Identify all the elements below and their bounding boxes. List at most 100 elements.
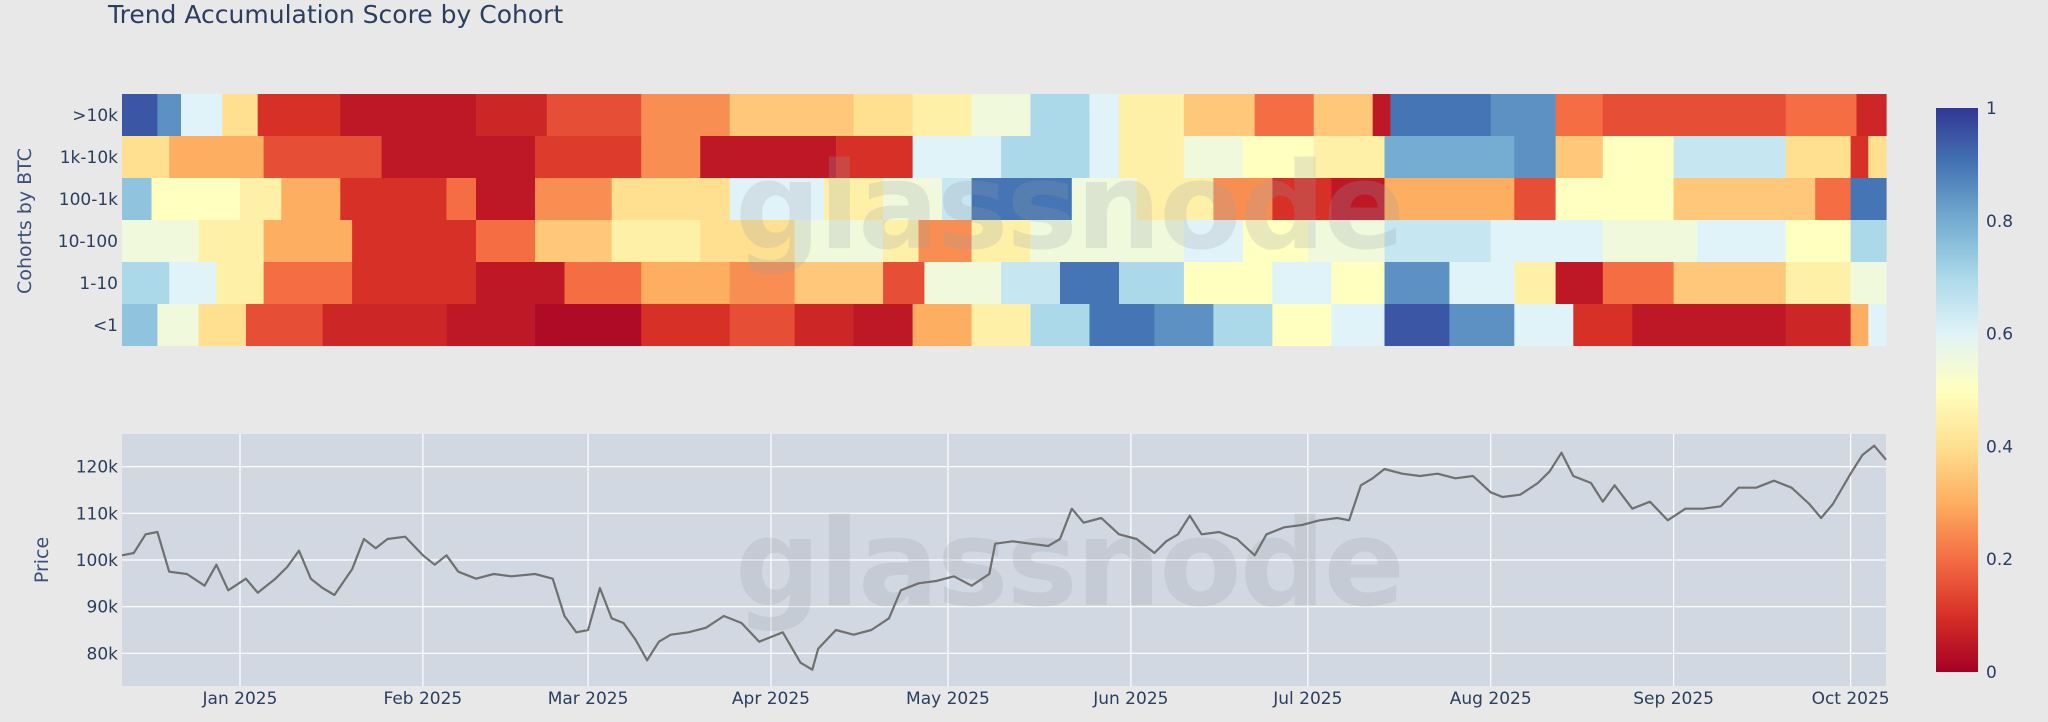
price-x-ticks: Jan 2025 Feb 2025 Mar 2025 Apr 2025 May 2025… xyxy=(202,689,1890,709)
heatmap-cell xyxy=(1850,220,1887,262)
heatmap-cell xyxy=(1213,304,1273,346)
price-y-ticks: 80k 90k 100k 110k 120k xyxy=(76,458,118,665)
price-y-tick-label: 90k xyxy=(87,598,119,618)
heatmap-cell xyxy=(1868,304,1887,346)
colorbar-tick-label: 0.2 xyxy=(1986,550,2013,570)
heatmap-cell xyxy=(1868,136,1887,178)
heatmap-cell xyxy=(1785,94,1858,136)
heatmap-cell xyxy=(912,304,973,346)
heatmap-cell xyxy=(157,304,200,346)
heatmap-cell xyxy=(1384,220,1492,262)
heatmap-cell xyxy=(1089,94,1120,136)
heatmap-cell xyxy=(1850,304,1869,346)
heatmap-cell xyxy=(476,94,548,136)
heatmap-cell xyxy=(535,304,642,346)
price-series-line xyxy=(121,444,1887,671)
heatmap-cell xyxy=(883,220,920,262)
price-y-tick-label: 120k xyxy=(76,458,118,478)
heatmap-cell xyxy=(476,262,566,304)
heatmap-cell xyxy=(1490,220,1604,262)
heatmap-cell xyxy=(157,94,182,136)
heatmap-cell xyxy=(1030,220,1185,262)
heatmap-cell xyxy=(263,136,383,178)
heatmap-cell xyxy=(122,220,200,262)
heatmap-cell xyxy=(198,304,247,346)
price-y-tick-label: 100k xyxy=(76,551,118,571)
heatmap-cells xyxy=(122,94,1887,346)
colorbar-tick-label: 0 xyxy=(1986,663,1997,683)
x-tick-label: Jan 2025 xyxy=(202,689,278,709)
heatmap-cell xyxy=(1673,178,1816,220)
heatmap-cell xyxy=(446,304,536,346)
watermark-bottom: glassnode xyxy=(735,495,1403,634)
heatmap-cell xyxy=(794,304,855,346)
price-gridlines xyxy=(122,434,1886,686)
heatmap-cell xyxy=(1272,178,1332,220)
price-y-tick-label: 80k xyxy=(87,644,119,664)
heatmap-cell xyxy=(971,220,1032,262)
heatmap-cell xyxy=(1183,262,1273,304)
watermark-top: glassnode xyxy=(735,138,1403,277)
heatmap-cell xyxy=(912,136,1002,178)
heatmap-cell xyxy=(1030,304,1091,346)
heatmap-cell xyxy=(340,178,448,220)
heatmap-cell xyxy=(794,220,884,262)
x-tick-label: Apr 2025 xyxy=(732,689,810,709)
heatmap-cell xyxy=(1555,136,1604,178)
heatmap-cell xyxy=(263,262,353,304)
heatmap-cell xyxy=(1384,136,1515,178)
heatmap-cell xyxy=(1272,262,1332,304)
heatmap-cell xyxy=(1313,94,1374,136)
colorbar-tick-label: 0.4 xyxy=(1986,437,2013,457)
heatmap-cell xyxy=(1602,136,1675,178)
heatmap-cell xyxy=(729,262,796,304)
heatmap-cell xyxy=(971,304,1032,346)
heatmap-cell xyxy=(122,136,170,178)
heatmap-cell xyxy=(1850,262,1887,304)
heatmap-cell xyxy=(1372,94,1391,136)
heatmap-cell xyxy=(729,94,855,136)
x-tick-label: Feb 2025 xyxy=(383,689,462,709)
heatmap-cell xyxy=(883,178,943,220)
heatmap-cell xyxy=(476,220,536,262)
heatmap-cell xyxy=(1850,136,1869,178)
heatmap-cell xyxy=(1384,178,1515,220)
heatmap-cell xyxy=(476,178,536,220)
heatmap-cell xyxy=(1089,304,1155,346)
heatmap-cell xyxy=(1119,262,1185,304)
heatmap-cell xyxy=(912,94,973,136)
heatmap-cell xyxy=(1242,220,1309,262)
colorbar-tick-label: 1 xyxy=(1986,99,1997,119)
colorbar-tick-label: 0.6 xyxy=(1986,325,2013,345)
heatmap-cell xyxy=(824,178,884,220)
heatmap-row-labels: >10k 1k-10k 100-1k 10-100 1-10 <1 xyxy=(58,106,118,336)
heatmap-cell xyxy=(1673,262,1787,304)
heatmap-cell xyxy=(1254,94,1315,136)
heatmap-cell xyxy=(535,220,613,262)
heatmap-cell xyxy=(1785,136,1852,178)
heatmap-cell xyxy=(1785,220,1852,262)
heatmap-cell xyxy=(918,220,973,262)
heatmap-cell xyxy=(1384,304,1450,346)
heatmap-panel: >10k 1k-10k 100-1k 10-100 1-10 <1 Cohorts by … xyxy=(14,94,1887,346)
heatmap-cell xyxy=(1514,136,1557,178)
heatmap-cell xyxy=(1242,136,1315,178)
heatmap-cell xyxy=(1449,304,1515,346)
heatmap-cell xyxy=(122,178,153,220)
heatmap-cell xyxy=(222,94,259,136)
heatmap-cell xyxy=(263,220,353,262)
heatmap-cell xyxy=(924,262,1002,304)
colorbar-tick-label: 0.8 xyxy=(1986,212,2013,232)
heatmap-cell xyxy=(729,178,825,220)
heatmap-cell xyxy=(1119,94,1185,136)
heatmap-cell xyxy=(169,262,217,304)
heatmap-cell xyxy=(1697,220,1787,262)
x-tick-label: Mar 2025 xyxy=(548,689,629,709)
x-tick-label: Oct 2025 xyxy=(1812,689,1890,709)
heatmap-cell xyxy=(1632,304,1787,346)
heatmap-cell xyxy=(1154,304,1214,346)
heatmap-cell xyxy=(281,178,341,220)
heatmap-cell xyxy=(1313,136,1386,178)
heatmap-cell xyxy=(1785,304,1852,346)
